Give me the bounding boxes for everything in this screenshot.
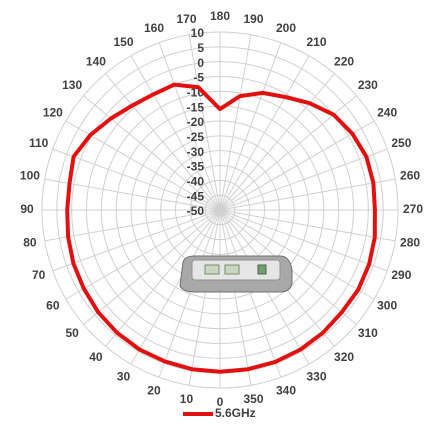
radial-tick-label: 10 bbox=[191, 26, 205, 40]
angle-label: 190 bbox=[243, 12, 263, 26]
angle-label: 130 bbox=[62, 78, 82, 92]
grid-spoke bbox=[188, 209, 221, 386]
grid-spoke bbox=[158, 209, 221, 378]
angle-label: 330 bbox=[306, 369, 326, 383]
grid-spoke bbox=[219, 178, 396, 211]
grid-spoke bbox=[65, 209, 221, 300]
grid-spoke bbox=[83, 95, 221, 211]
angle-label: 110 bbox=[29, 136, 49, 150]
grid-spoke bbox=[219, 148, 388, 211]
angle-label: 170 bbox=[176, 12, 196, 26]
grid-spoke bbox=[44, 178, 221, 211]
grid-spoke bbox=[52, 148, 221, 211]
legend-label: 5.6GHz bbox=[215, 406, 256, 420]
radial-tick-label: -35 bbox=[187, 160, 205, 174]
grid-spoke bbox=[219, 34, 252, 211]
angle-label: 220 bbox=[334, 54, 354, 68]
angle-label: 150 bbox=[113, 35, 133, 49]
angle-label: 10 bbox=[180, 392, 194, 406]
grid-spoke bbox=[188, 34, 221, 211]
radial-tick-label: -5 bbox=[193, 71, 204, 85]
angle-label: 160 bbox=[144, 21, 164, 35]
grid-spoke bbox=[219, 73, 335, 211]
angle-label: 200 bbox=[276, 21, 296, 35]
grid-spoke bbox=[219, 120, 375, 211]
device-image bbox=[179, 255, 293, 293]
grid-spoke bbox=[105, 209, 221, 347]
radial-tick-label: -25 bbox=[187, 130, 205, 144]
angle-label: 270 bbox=[403, 202, 423, 216]
radial-tick-label: 0 bbox=[197, 56, 204, 70]
angle-label: 50 bbox=[65, 326, 79, 340]
angle-label: 120 bbox=[43, 106, 63, 120]
angle-label: 280 bbox=[400, 236, 420, 250]
radial-tick-label: -50 bbox=[187, 204, 205, 218]
radial-tick-label: -15 bbox=[187, 100, 205, 114]
radial-tick-label: -45 bbox=[187, 189, 205, 203]
angle-label: 290 bbox=[391, 268, 411, 282]
angle-label: 230 bbox=[358, 78, 378, 92]
grid-spoke bbox=[219, 209, 396, 242]
angle-label: 260 bbox=[400, 169, 420, 183]
angle-label: 340 bbox=[276, 384, 296, 398]
angle-label: 70 bbox=[32, 268, 46, 282]
angle-label: 80 bbox=[23, 236, 37, 250]
angle-label: 240 bbox=[377, 106, 397, 120]
grid-spoke bbox=[219, 209, 282, 378]
grid-spoke bbox=[83, 209, 221, 325]
grid-spoke bbox=[105, 73, 221, 211]
grid-spoke bbox=[44, 209, 221, 242]
angle-label: 40 bbox=[89, 350, 103, 364]
grid-spoke bbox=[130, 55, 221, 211]
grid-spoke bbox=[219, 55, 310, 211]
radial-tick-label: -30 bbox=[187, 145, 205, 159]
grid-spoke bbox=[52, 209, 221, 272]
angle-label: 250 bbox=[391, 136, 411, 150]
angle-label: 60 bbox=[46, 299, 60, 313]
angle-label: 100 bbox=[20, 169, 40, 183]
angle-label: 30 bbox=[117, 369, 131, 383]
angle-label: 350 bbox=[243, 392, 263, 406]
angle-label: 320 bbox=[334, 350, 354, 364]
angle-label: 20 bbox=[147, 384, 161, 398]
grid-spoke bbox=[219, 209, 388, 272]
angle-label: 90 bbox=[20, 202, 34, 216]
radial-tick-label: 5 bbox=[197, 41, 204, 55]
angle-label: 210 bbox=[306, 35, 326, 49]
grid-spoke bbox=[219, 209, 375, 300]
radial-tick-label: -40 bbox=[187, 175, 205, 189]
angle-label: 310 bbox=[358, 326, 378, 340]
angle-label: 0 bbox=[217, 395, 224, 409]
grid-spoke bbox=[130, 209, 221, 365]
grid-spoke bbox=[219, 42, 282, 211]
angle-label: 300 bbox=[377, 299, 397, 313]
grid-spoke bbox=[219, 209, 252, 386]
series-line bbox=[65, 82, 377, 374]
grid-spoke bbox=[158, 42, 221, 211]
angle-label: 180 bbox=[210, 9, 230, 23]
radial-tick-label: -20 bbox=[187, 115, 205, 129]
angle-label: 140 bbox=[86, 54, 106, 68]
